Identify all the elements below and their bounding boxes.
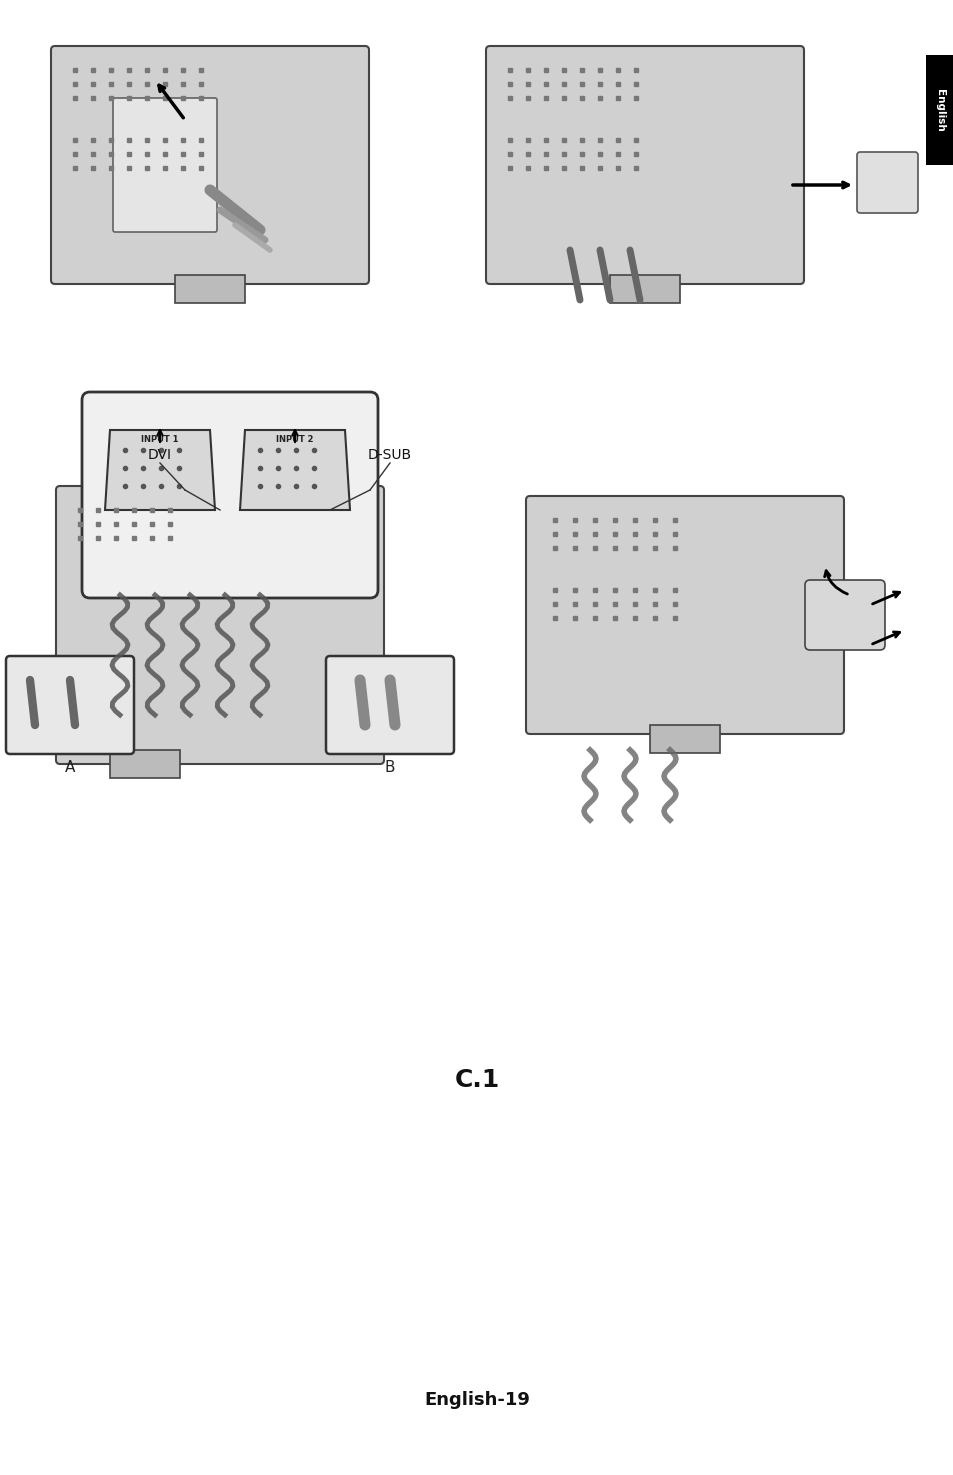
Bar bbox=[174, 274, 245, 302]
Text: INPUT 2: INPUT 2 bbox=[276, 435, 314, 444]
Text: DVI: DVI bbox=[148, 448, 172, 462]
FancyBboxPatch shape bbox=[51, 46, 369, 285]
Bar bbox=[110, 749, 180, 777]
FancyBboxPatch shape bbox=[326, 656, 454, 754]
FancyBboxPatch shape bbox=[525, 496, 843, 735]
Bar bbox=[609, 274, 679, 302]
Bar bbox=[925, 55, 953, 165]
Text: D-SUB: D-SUB bbox=[368, 448, 412, 462]
FancyBboxPatch shape bbox=[112, 97, 216, 232]
Polygon shape bbox=[105, 431, 214, 510]
Text: B: B bbox=[384, 760, 395, 774]
Text: English: English bbox=[934, 88, 944, 131]
FancyBboxPatch shape bbox=[56, 485, 384, 764]
Text: C.1: C.1 bbox=[454, 1068, 499, 1092]
FancyBboxPatch shape bbox=[485, 46, 803, 285]
FancyBboxPatch shape bbox=[82, 392, 377, 597]
FancyBboxPatch shape bbox=[6, 656, 133, 754]
FancyBboxPatch shape bbox=[804, 580, 884, 650]
Text: A: A bbox=[65, 760, 75, 774]
Text: English-19: English-19 bbox=[424, 1391, 529, 1409]
Polygon shape bbox=[240, 431, 350, 510]
Bar bbox=[649, 726, 720, 754]
Text: INPUT 1: INPUT 1 bbox=[141, 435, 178, 444]
FancyBboxPatch shape bbox=[856, 152, 917, 212]
